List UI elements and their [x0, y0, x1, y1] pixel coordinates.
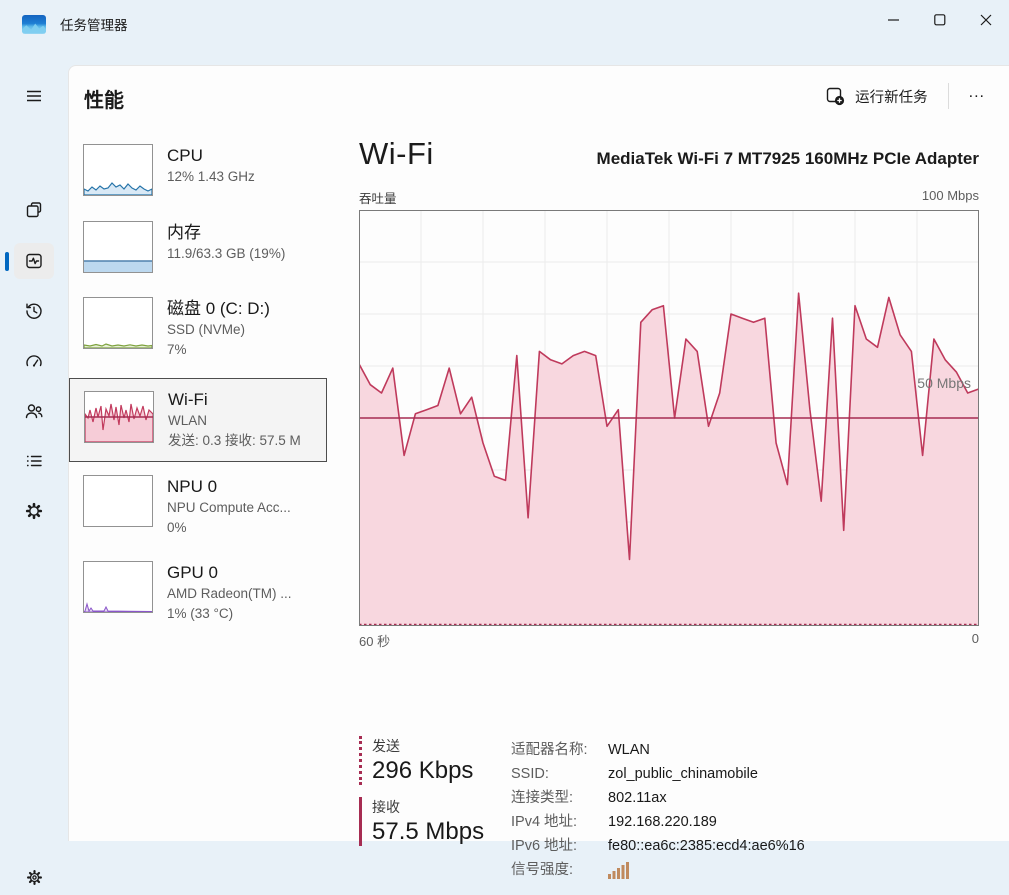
detail-row-adapter: 适配器名称: WLAN: [511, 742, 650, 758]
nav-services[interactable]: [14, 493, 54, 529]
receive-label: 接收: [372, 799, 400, 815]
history-clock-icon: [26, 303, 42, 319]
list-item-gpu[interactable]: GPU 0 AMD Radeon(TM) ... 1% (33 °C): [82, 561, 326, 624]
detail-row-ipv4: IPv4 地址: 192.168.220.189: [511, 814, 717, 830]
gpu-mini-chart: [82, 561, 153, 613]
chart-mid-label: 50 Mbps: [917, 375, 971, 391]
disk-mini-chart: [83, 297, 153, 349]
list-item-memory[interactable]: 内存 11.9/63.3 GB (19%): [83, 221, 326, 273]
list-item-sub2: 7%: [167, 342, 187, 357]
detail-row-connection-type: 连接类型: 802.11ax: [511, 790, 667, 806]
list-item-title: 内存: [167, 223, 201, 242]
detail-row-ssid: SSID: zol_public_chinamobile: [511, 766, 758, 782]
memory-mini-chart: [83, 221, 153, 273]
cpu-mini-chart: [83, 144, 153, 196]
hamburger-icon: [27, 90, 41, 102]
header-divider: [947, 83, 949, 109]
list-item-title: CPU: [167, 146, 203, 165]
connection-details: 适配器名称: WLAN SSID: zol_public_chinamobile…: [511, 736, 979, 882]
list-item-sub: NPU Compute Acc...: [167, 500, 291, 515]
nav-selected-indicator: [5, 252, 9, 271]
chart-max-label: 100 Mbps: [921, 188, 979, 203]
nav-rail: [0, 65, 68, 885]
list-item-title: NPU 0: [167, 477, 218, 496]
signal-strength-icon: [608, 862, 629, 879]
send-value: 296 Kbps: [372, 757, 474, 784]
users-icon: [25, 404, 43, 419]
send-label: 发送: [372, 738, 400, 754]
nav-menu-button[interactable]: [14, 78, 54, 114]
chart-time-right: 0: [971, 631, 979, 646]
receive-value: 57.5 Mbps: [372, 818, 485, 845]
list-item-sub: WLAN: [168, 413, 208, 428]
wifi-stats: 发送 296 Kbps 接收 57.5 Mbps 适配器名称: WLAN SSI…: [359, 736, 979, 882]
run-new-task-label: 运行新任务: [855, 89, 928, 106]
list-item-sub: AMD Radeon(TM) ...: [167, 586, 292, 601]
list-item-sub2: 0%: [167, 520, 187, 535]
list-item-sub2: 1% (33 °C): [167, 606, 234, 621]
nav-app-history[interactable]: [14, 293, 54, 329]
settings-gear-icon: [26, 869, 42, 885]
wifi-panel: Wi-Fi MediaTek Wi-Fi 7 MT7925 160MHz PCI…: [359, 136, 979, 879]
list-item-sub: 11.9/63.3 GB (19%): [167, 246, 286, 261]
list-item-title: Wi-Fi: [168, 390, 208, 409]
titlebar: 任务管理器: [0, 0, 1009, 65]
nav-processes[interactable]: [14, 192, 54, 228]
minimize-icon: [888, 19, 899, 21]
detail-row-signal: 信号强度:: [511, 858, 979, 882]
list-item-title: 磁盘 0 (C: D:): [167, 299, 270, 318]
services-gear-icon: [25, 502, 43, 520]
throughput-chart-svg: [359, 210, 979, 626]
nav-performance[interactable]: [14, 243, 54, 279]
nav-users[interactable]: [14, 393, 54, 429]
page-title: 性能: [84, 90, 124, 112]
performance-icon: [26, 253, 42, 269]
list-item-npu[interactable]: NPU 0 NPU Compute Acc... 0%: [83, 475, 326, 538]
detail-row-ipv6: IPv6 地址: fe80::ea6c:2385:ecd4:ae6%16: [511, 838, 805, 854]
send-stat: 发送 296 Kbps: [359, 736, 511, 785]
chart-time-left: 60 秒: [359, 634, 391, 649]
list-item-title: GPU 0: [167, 563, 219, 582]
maximize-button[interactable]: [917, 0, 963, 40]
maximize-icon: [934, 14, 946, 26]
wifi-mini-chart: [84, 391, 154, 443]
wifi-panel-title: Wi-Fi: [359, 136, 434, 171]
list-item-disk[interactable]: 磁盘 0 (C: D:) SSD (NVMe) 7%: [83, 297, 326, 360]
adapter-name: MediaTek Wi-Fi 7 MT7925 160MHz PCIe Adap…: [596, 149, 979, 168]
list-item-sub: 12% 1.43 GHz: [167, 169, 255, 184]
new-task-icon: [826, 87, 845, 105]
processes-icon: [26, 202, 42, 218]
close-button[interactable]: [963, 0, 1009, 40]
close-icon: [980, 14, 992, 26]
window-title: 任务管理器: [60, 18, 128, 33]
throughput-label: 吞吐量: [359, 192, 397, 206]
details-list-icon: [26, 455, 42, 467]
more-options-button[interactable]: ...: [957, 80, 997, 112]
nav-details[interactable]: [14, 443, 54, 479]
ellipsis-icon: ...: [968, 84, 985, 101]
nav-startup-apps[interactable]: [14, 343, 54, 379]
speedometer-icon: [26, 355, 42, 367]
content-card: 性能 运行新任务 ... CPU 12% 1.43 GHz: [68, 65, 1009, 879]
receive-stat: 接收 57.5 Mbps: [359, 797, 511, 846]
minimize-button[interactable]: [871, 0, 917, 40]
list-item-sub: SSD (NVMe): [167, 322, 246, 337]
task-manager-app-icon: [22, 14, 46, 34]
throughput-chart: 50 Mbps: [359, 210, 979, 626]
npu-mini-chart: [83, 475, 153, 527]
nav-settings[interactable]: [14, 859, 54, 895]
list-item-wifi[interactable]: Wi-Fi WLAN 发送: 0.3 接收: 57.5 M: [69, 378, 327, 462]
list-item-cpu[interactable]: CPU 12% 1.43 GHz: [83, 144, 326, 196]
run-new-task-button[interactable]: 运行新任务: [814, 80, 940, 113]
list-item-sub2: 发送: 0.3 接收: 57.5 M: [168, 433, 301, 448]
